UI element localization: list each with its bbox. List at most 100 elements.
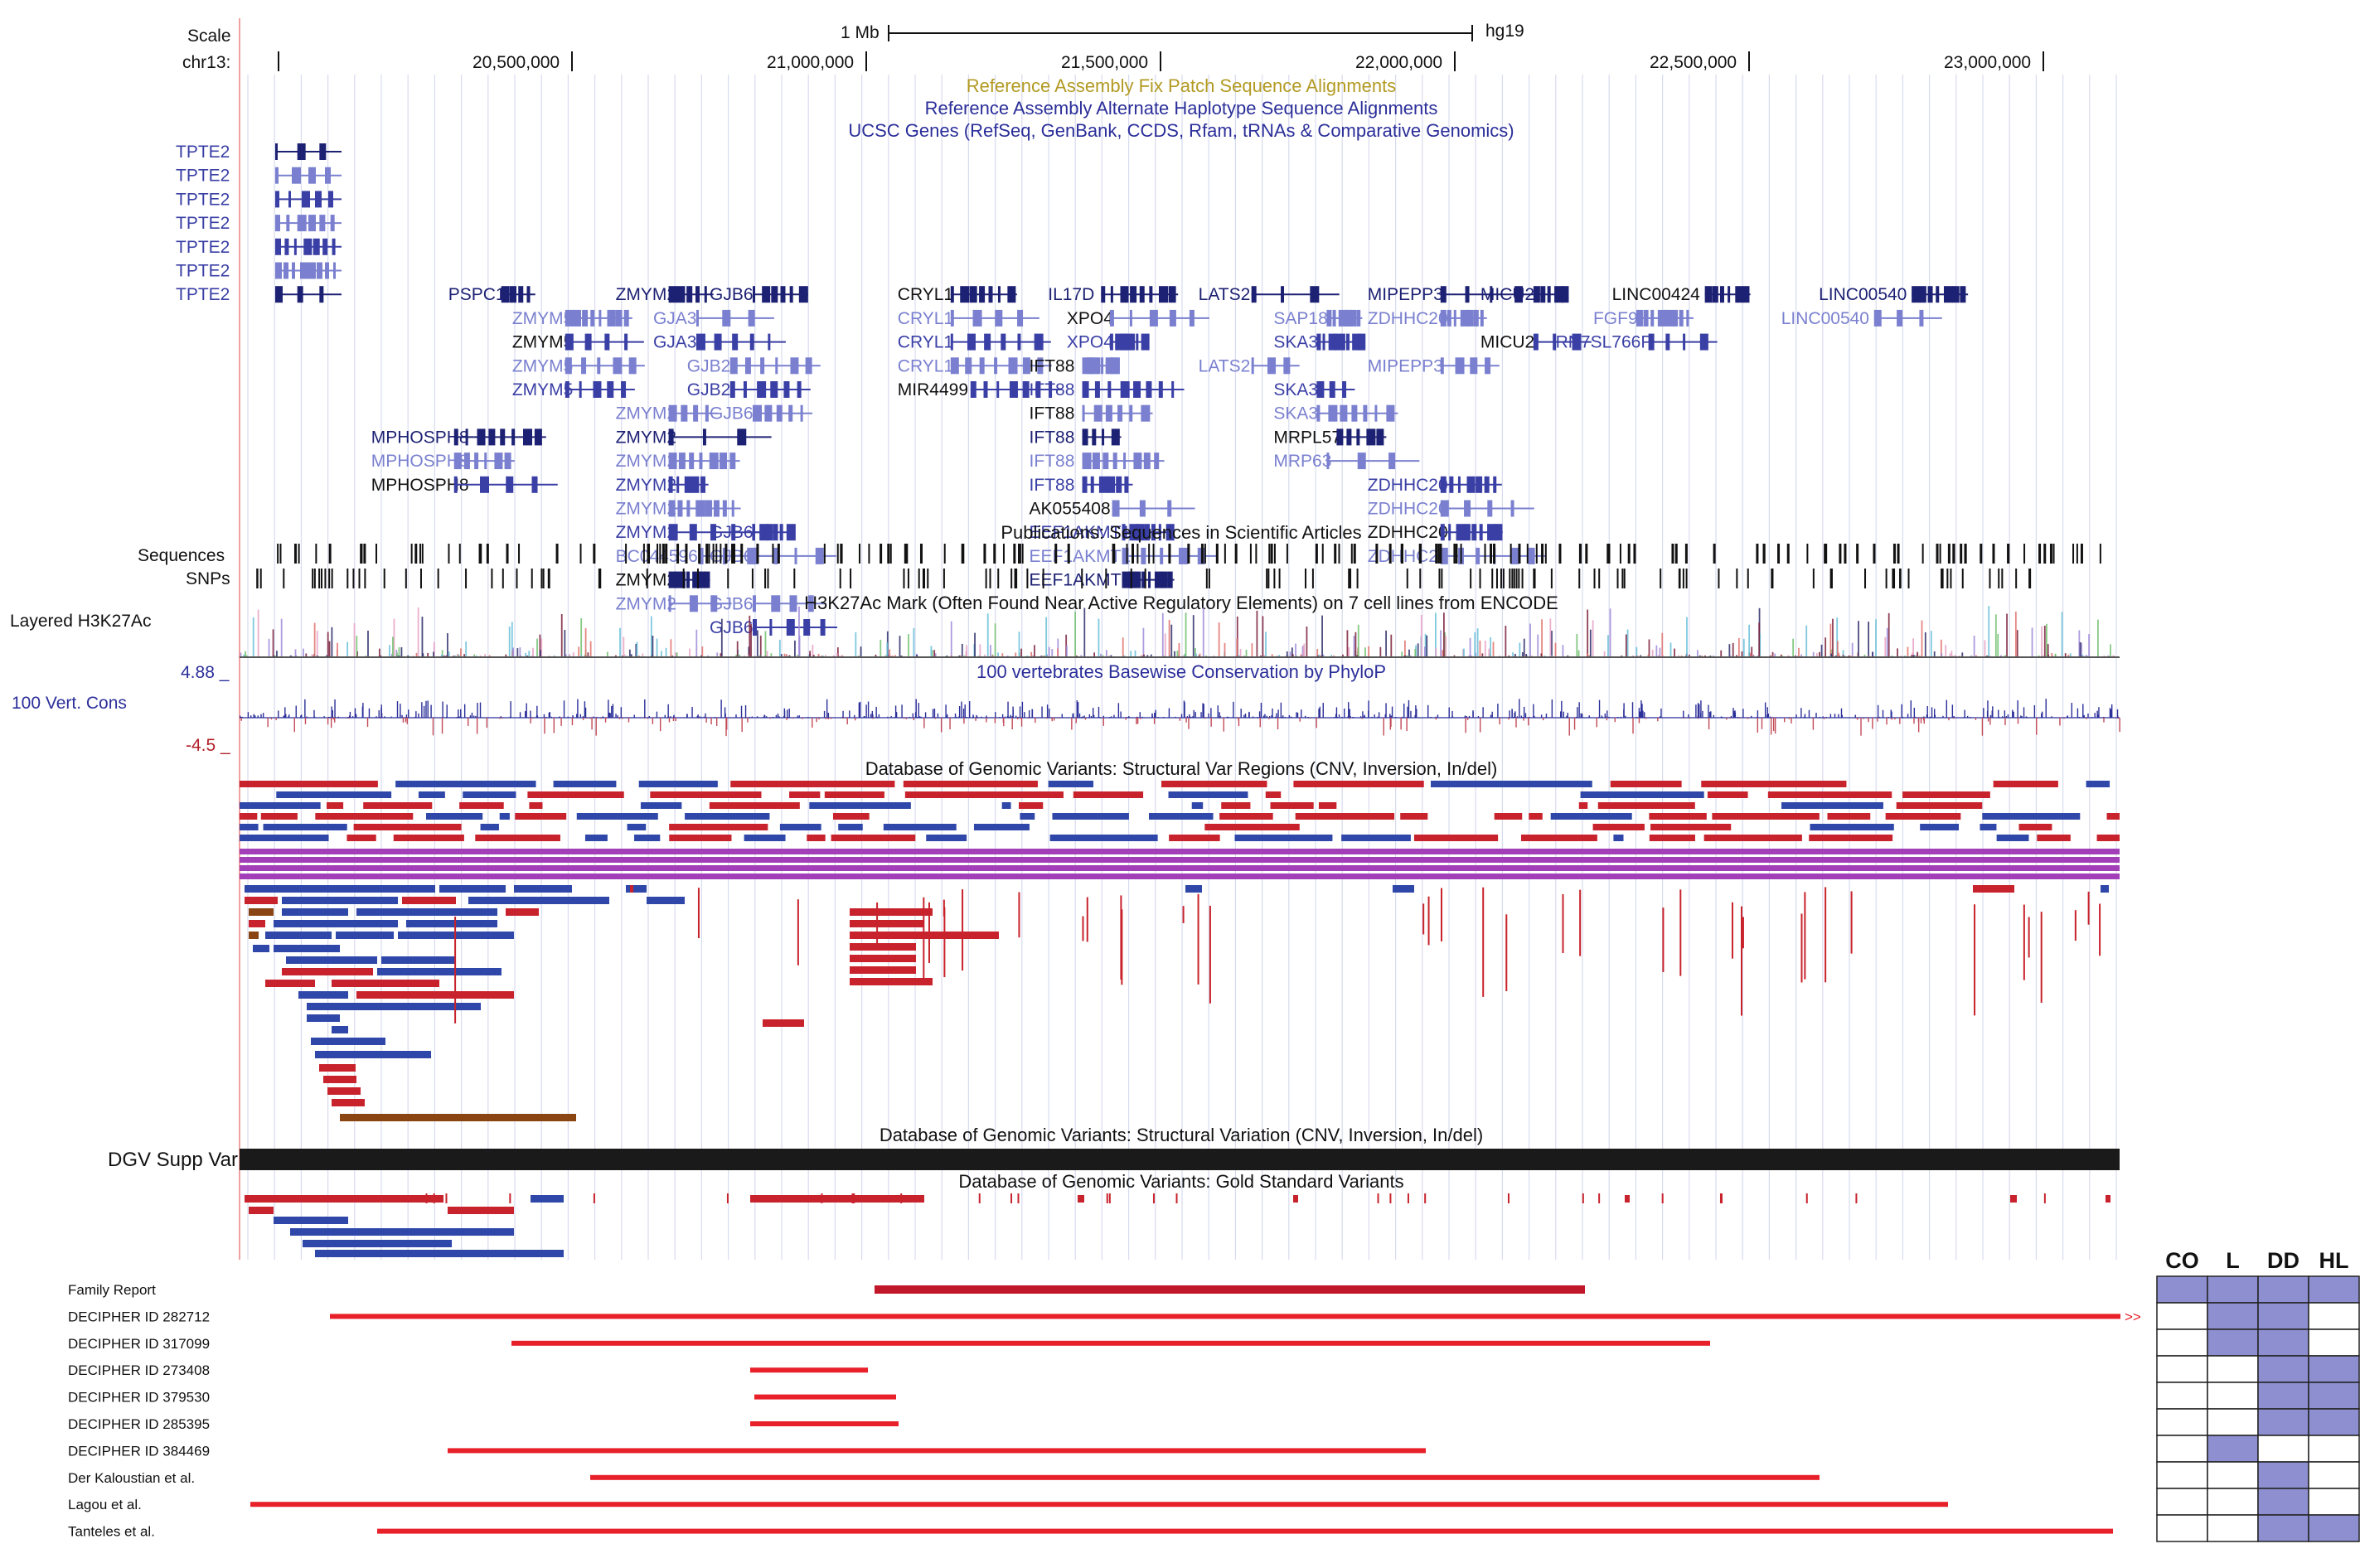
dgv-region-bar [307, 1014, 340, 1022]
h3k27ac-peak [578, 646, 580, 657]
gene-exon [1704, 286, 1713, 303]
conservation-bar [1509, 710, 1510, 718]
snp-mark [1470, 569, 1472, 588]
conservation-bar [2005, 716, 2008, 718]
dgv-region-bar [744, 835, 786, 841]
h3k27ac-peak [346, 641, 349, 657]
conservation-bar [327, 716, 330, 718]
snp-mark [1812, 569, 1815, 588]
conservation-bar [1282, 715, 1284, 718]
gene-label: GJA3 [653, 309, 697, 328]
dgv-gold-mark [1719, 1193, 1722, 1203]
h3k27ac-peak [1032, 655, 1035, 657]
conservation-bar [408, 709, 409, 718]
conservation-bar [1560, 711, 1562, 718]
gene-exon [1310, 286, 1320, 303]
conservation-bar [1319, 706, 1321, 718]
sequence-mark [414, 544, 418, 564]
conservation-bar [1416, 709, 1417, 718]
conservation-bar [460, 709, 462, 718]
h3k27ac-peak [1771, 651, 1774, 657]
sequence-mark [555, 544, 559, 564]
h3k27ac-peak [290, 655, 293, 657]
table-cell [2207, 1328, 2259, 1357]
conservation-bar [2110, 704, 2113, 718]
conservation-bar [368, 708, 371, 718]
dgv-gold-mark [1582, 1193, 1584, 1203]
dgv-thin-mark [1182, 906, 1185, 923]
h3k27ac-peak [1306, 627, 1308, 657]
sequence-mark [698, 544, 701, 564]
h3k27ac-peak [1141, 655, 1143, 657]
conservation-bar [1770, 716, 1771, 718]
dgv-gold-mark [1507, 1193, 1510, 1203]
conservation-bar [1238, 718, 1240, 727]
h3k27ac-peak [1713, 655, 1714, 657]
dgv-region-bar [1295, 813, 1395, 820]
conservation-bar [909, 716, 911, 718]
ruler-tick-label: 22,000,000 [1355, 53, 1442, 72]
conservation-bar [962, 708, 965, 718]
h3k27ac-peak [997, 652, 999, 657]
gene-label: ZMYM2 [616, 476, 677, 495]
conservation-bar [596, 717, 598, 718]
snp-mark [1621, 569, 1624, 588]
gene-exon [789, 595, 797, 612]
conservation-bar [1128, 716, 1130, 718]
dgv-region-bar [263, 824, 347, 830]
h3k27ac-peak [750, 623, 752, 657]
dgv-region-bar [363, 802, 433, 809]
dgv-region-bar [638, 781, 718, 787]
dgv-region-bar [1982, 813, 2081, 820]
sequence-mark [1964, 544, 1967, 564]
h3k27ac-peak [626, 655, 628, 657]
gene-exon [598, 309, 602, 327]
conservation-bar [267, 718, 269, 728]
gene-exon [1328, 333, 1337, 351]
conservation-bar [1361, 718, 1363, 719]
snp-mark [850, 569, 852, 588]
table-cell [2207, 1382, 2259, 1410]
snp-mark [1511, 569, 1514, 588]
gene-exon [770, 381, 778, 398]
conservation-bar [530, 710, 531, 718]
conservation-bar [1217, 705, 1219, 718]
conservation-bar [955, 716, 957, 718]
h3k27ac-peak [1484, 640, 1486, 657]
conservation-bar [1162, 716, 1165, 718]
conservation-bar [914, 712, 917, 718]
conservation-bar [1120, 711, 1122, 718]
gene-label: PSPC1 [448, 285, 506, 304]
gene-label: ZMYM2 [616, 571, 677, 590]
vertical-guides [247, 75, 2117, 1260]
conservation-bar [644, 718, 646, 719]
gene-exon [995, 309, 1003, 327]
conservation-bar [1394, 716, 1397, 718]
table-cell [2308, 1488, 2360, 1516]
h3k27ac-peak [1798, 647, 1800, 657]
h3k27ac-peak [716, 652, 719, 657]
h3k27ac-peak [1001, 653, 1004, 657]
sequence-mark [1067, 544, 1070, 564]
sequence-mark [858, 544, 860, 564]
conservation-bar [1046, 718, 1048, 719]
h3k27ac-peak [458, 655, 460, 657]
gene-exon [1122, 524, 1126, 541]
h3k27ac-peak [809, 651, 812, 657]
conservation-bar [1829, 714, 1832, 718]
gene-exon [1351, 404, 1358, 422]
sequence-mark [685, 544, 688, 564]
conservation-bar [858, 702, 860, 718]
h3k27ac-peak [1020, 648, 1023, 657]
gene-exon [1122, 571, 1132, 588]
gene-exon [737, 428, 747, 446]
gene-exon [1561, 286, 1569, 303]
dgv-region-bar [763, 1019, 804, 1027]
sequence-mark [1200, 544, 1204, 564]
sequence-mark [1844, 544, 1847, 564]
conservation-bar [1872, 718, 1873, 729]
snp-mark [1623, 569, 1626, 588]
snp-mark [907, 569, 909, 588]
gene-exon [1453, 309, 1456, 327]
h3k27ac-peak [1408, 649, 1410, 657]
